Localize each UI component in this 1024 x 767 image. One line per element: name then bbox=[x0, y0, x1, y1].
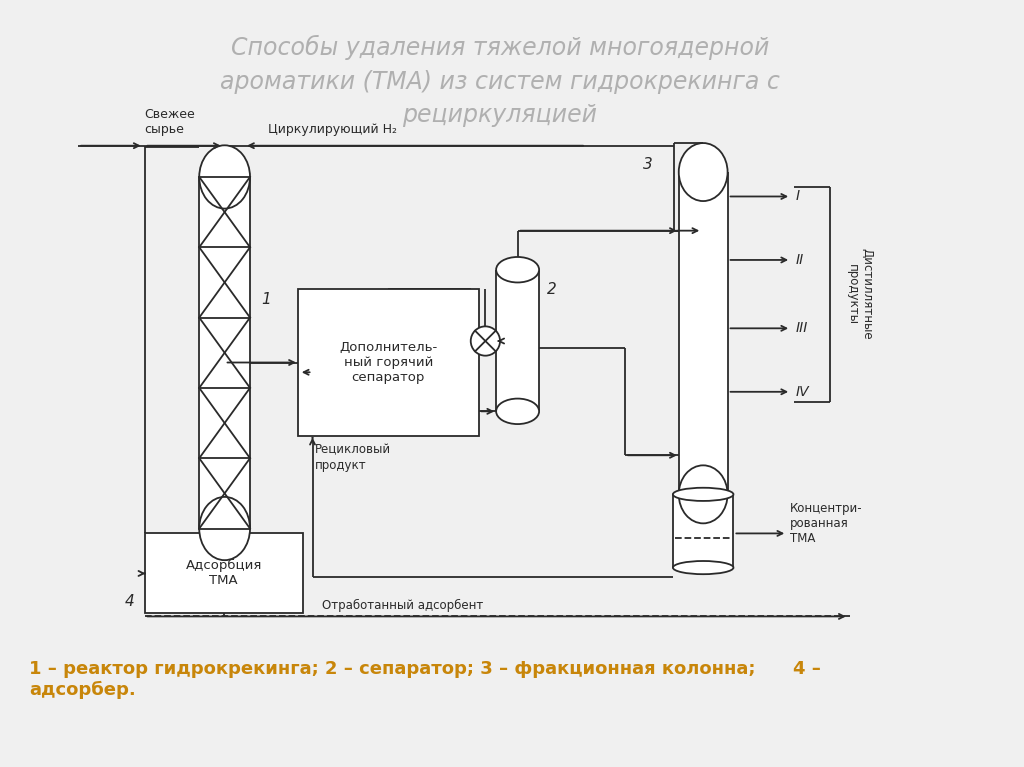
Ellipse shape bbox=[200, 145, 250, 209]
Ellipse shape bbox=[200, 497, 250, 560]
Text: Способы удаления тяжелой многоядерной
ароматики (ТМА) из систем гидрокрекинга с
: Способы удаления тяжелой многоядерной ар… bbox=[220, 35, 780, 127]
Text: Адсорбция
ТМА: Адсорбция ТМА bbox=[185, 559, 262, 588]
Text: III: III bbox=[796, 321, 808, 335]
Ellipse shape bbox=[679, 466, 728, 523]
Text: 1 – реактор гидрокрекинга; 2 – сепаратор; 3 – фракционная колонна;      4 –
адсо: 1 – реактор гидрокрекинга; 2 – сепаратор… bbox=[30, 660, 821, 700]
Text: 3: 3 bbox=[643, 156, 652, 172]
Text: 2: 2 bbox=[547, 281, 557, 297]
Text: Дополнитель-
ный горячий
сепаратор: Дополнитель- ный горячий сепаратор bbox=[339, 341, 437, 384]
Ellipse shape bbox=[496, 257, 539, 282]
Bar bbox=[673, 495, 733, 568]
Text: Отработанный адсорбент: Отработанный адсорбент bbox=[323, 598, 483, 611]
Bar bbox=[144, 533, 303, 614]
Bar bbox=[496, 270, 539, 411]
Text: IV: IV bbox=[796, 385, 810, 399]
Ellipse shape bbox=[496, 399, 539, 424]
Circle shape bbox=[471, 327, 500, 356]
Ellipse shape bbox=[679, 143, 728, 201]
Text: 4: 4 bbox=[125, 594, 135, 609]
Ellipse shape bbox=[673, 561, 733, 574]
Bar bbox=[298, 289, 478, 436]
Text: Циркулирующий H₂: Циркулирующий H₂ bbox=[267, 123, 396, 136]
Text: Дистиллятные
продукты: Дистиллятные продукты bbox=[846, 249, 873, 340]
Text: Рецикловый
продукт: Рецикловый продукт bbox=[314, 443, 390, 472]
Text: II: II bbox=[796, 253, 804, 267]
Ellipse shape bbox=[673, 488, 733, 501]
Bar bbox=[200, 177, 250, 528]
Text: 1: 1 bbox=[262, 292, 271, 308]
Bar bbox=[679, 172, 728, 495]
Text: Свежее
сырье: Свежее сырье bbox=[144, 108, 196, 136]
Text: Концентри-
рованная
ТМА: Концентри- рованная ТМА bbox=[791, 502, 862, 545]
Text: I: I bbox=[796, 189, 800, 203]
